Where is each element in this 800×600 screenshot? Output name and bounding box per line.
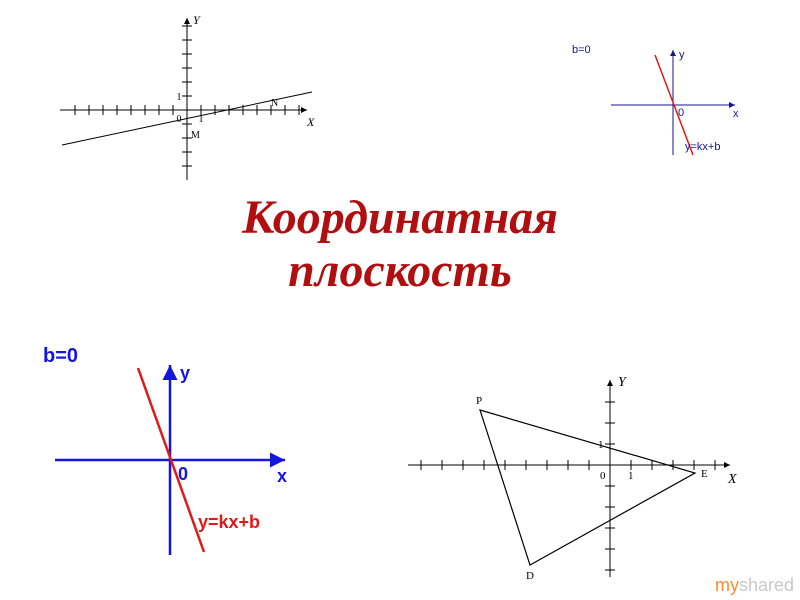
watermark: myshared bbox=[715, 575, 794, 596]
svg-text:y: y bbox=[180, 363, 190, 383]
svg-text:N: N bbox=[271, 98, 278, 109]
svg-text:1: 1 bbox=[628, 470, 634, 482]
graph-bottom-left: xy0b=0y=kx+b bbox=[35, 340, 295, 570]
svg-text:M: M bbox=[191, 130, 200, 141]
svg-text:X: X bbox=[727, 472, 737, 487]
watermark-part2: shared bbox=[739, 575, 794, 595]
graph-bottom-right: 011XYPED bbox=[400, 370, 740, 585]
graph-top-right: xy0b=0y=kx+b bbox=[560, 35, 740, 165]
svg-text:y=kx+b: y=kx+b bbox=[198, 512, 260, 532]
svg-text:x: x bbox=[733, 108, 739, 120]
svg-text:y: y bbox=[679, 49, 685, 61]
page-title: Координатная плоскость bbox=[242, 192, 558, 298]
svg-text:X: X bbox=[306, 115, 315, 129]
svg-text:b=0: b=0 bbox=[572, 44, 591, 56]
svg-text:E: E bbox=[701, 468, 708, 480]
svg-text:Y: Y bbox=[618, 375, 628, 390]
svg-text:0: 0 bbox=[600, 470, 606, 482]
title-line-2: плоскость bbox=[242, 245, 558, 298]
title-line-1: Координатная bbox=[242, 192, 558, 245]
svg-text:1: 1 bbox=[177, 92, 182, 103]
svg-text:x: x bbox=[277, 466, 287, 486]
svg-text:P: P bbox=[476, 395, 482, 407]
svg-text:b=0: b=0 bbox=[43, 345, 78, 367]
watermark-part1: my bbox=[715, 575, 739, 595]
svg-text:y=kx+b: y=kx+b bbox=[685, 141, 720, 153]
graph-top-left: 011XYNM bbox=[55, 10, 315, 185]
svg-text:D: D bbox=[526, 570, 534, 582]
svg-text:Y: Y bbox=[193, 13, 201, 27]
